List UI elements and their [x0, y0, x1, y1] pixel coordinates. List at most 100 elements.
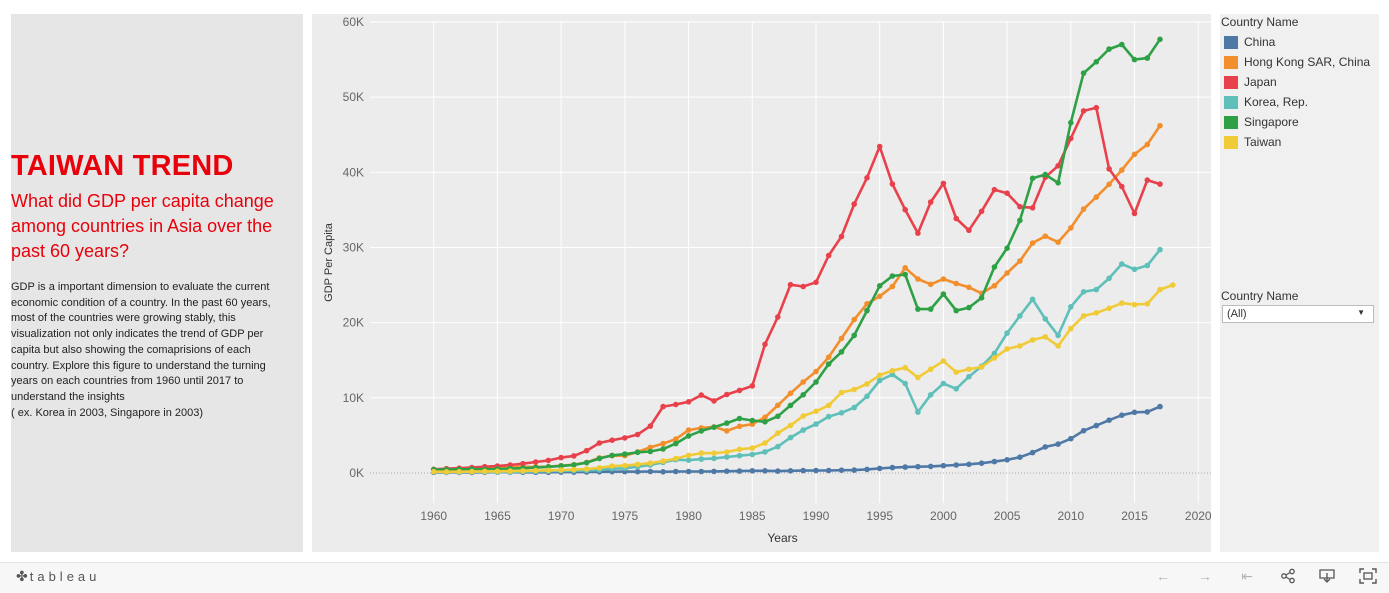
data-point-hong-kong-sar-china [876, 293, 883, 300]
revert-icon[interactable]: ⇤ [1241, 568, 1253, 584]
description-line: capita but also showing the comaprisions… [11, 343, 251, 356]
y-tick-label: 60K [343, 15, 364, 29]
data-point-japan [520, 460, 526, 467]
data-point-taiwan [775, 430, 781, 436]
legend-item-china[interactable]: China [1224, 33, 1275, 51]
download-icon[interactable] [1317, 568, 1337, 586]
data-point-hong-kong-sar-china [966, 284, 972, 291]
data-point-china [698, 468, 705, 475]
page-subtitle: What did GDP per capita change among cou… [11, 191, 274, 261]
data-point-japan [647, 423, 654, 429]
data-point-singapore [876, 283, 883, 289]
filter-panel [1220, 285, 1379, 542]
share-icon[interactable] [1278, 568, 1298, 586]
data-point-korea-rep [876, 377, 883, 384]
data-point-singapore [953, 307, 959, 314]
fullscreen-icon[interactable] [1358, 568, 1378, 586]
data-point-japan [953, 215, 959, 222]
data-point-taiwan [443, 469, 450, 475]
data-point-taiwan [762, 440, 768, 446]
data-point-hong-kong-sar-china [1029, 240, 1036, 246]
data-point-taiwan [736, 446, 743, 453]
series-line-korea-rep [433, 248, 1162, 474]
legend-swatch [1224, 135, 1238, 149]
legend-title: Country Name [1221, 15, 1299, 29]
data-point-singapore [698, 428, 705, 434]
gdp-line-chart[interactable]: 0K 10K 20K 30K 40K 50K 60K 1960 1965 1970 1975 1980… [312, 14, 1211, 552]
data-point-japan [698, 392, 705, 398]
data-point-hong-kong-sar-china [825, 354, 832, 361]
data-point-hong-kong-sar-china [1119, 167, 1125, 173]
data-point-taiwan [469, 468, 475, 475]
data-point-taiwan [1080, 313, 1087, 319]
data-point-taiwan [851, 386, 857, 393]
legend-label: Korea, Rep. [1244, 95, 1309, 109]
data-point-singapore [1093, 59, 1100, 65]
data-point-japan [558, 454, 564, 461]
x-tick-label: 1980 [675, 509, 702, 523]
country-filter-dropdown[interactable]: (All) ▼ [1222, 305, 1374, 323]
caret-down-icon: ▼ [1357, 308, 1365, 317]
data-point-china [978, 460, 985, 467]
data-point-korea-rep [864, 393, 870, 400]
data-point-china [966, 461, 972, 468]
data-point-singapore [1119, 41, 1125, 48]
description-line: GDP is a important dimension to evaluate… [11, 281, 270, 293]
data-point-korea-rep [736, 452, 743, 459]
data-point-japan [711, 398, 717, 404]
data-point-singapore [762, 419, 768, 425]
legend-item-singapore[interactable]: Singapore [1224, 113, 1299, 131]
data-point-taiwan [622, 462, 628, 469]
data-point-hong-kong-sar-china [775, 402, 781, 409]
data-point-singapore [851, 332, 857, 339]
legend-swatch [1224, 75, 1238, 89]
data-point-taiwan [724, 449, 730, 455]
redo-icon[interactable]: → [1198, 568, 1212, 584]
y-tick-label: 30K [343, 240, 364, 254]
description-line: understand the insights [11, 390, 125, 403]
legend-item-korea[interactable]: Korea, Rep. [1224, 93, 1308, 111]
description-line: country. Explore this figure to understa… [11, 359, 266, 372]
data-point-singapore [558, 463, 564, 469]
legend-item-japan[interactable]: Japan [1224, 73, 1277, 91]
data-point-singapore [1157, 36, 1163, 43]
data-point-singapore [991, 264, 998, 270]
data-point-hong-kong-sar-china [838, 335, 845, 342]
data-point-japan [685, 399, 692, 405]
data-point-hong-kong-sar-china [685, 427, 692, 433]
legend-item-taiwan[interactable]: Taiwan [1224, 133, 1281, 151]
data-point-taiwan [889, 367, 896, 374]
data-point-hong-kong-sar-china [953, 280, 959, 287]
legend-label: Taiwan [1244, 135, 1282, 149]
data-point-japan [775, 314, 781, 320]
legend-swatch [1224, 95, 1238, 109]
data-point-china [1017, 454, 1023, 461]
data-point-japan [673, 401, 679, 408]
tableau-wordmark: tableau [29, 569, 101, 584]
data-point-hong-kong-sar-china [724, 428, 730, 434]
data-point-taiwan [711, 450, 717, 457]
x-tick-label: 2020 [1185, 509, 1211, 523]
data-point-taiwan [1055, 343, 1061, 349]
data-point-korea-rep [915, 409, 921, 415]
data-point-japan [889, 181, 896, 187]
chart-panel: 0K 10K 20K 30K 40K 50K 60K 1960 1965 1970 1975 1980… [312, 14, 1211, 552]
data-point-singapore [1068, 119, 1074, 126]
data-point-korea-rep [1004, 330, 1010, 336]
footer-toolbar [0, 562, 1389, 593]
data-point-hong-kong-sar-china [915, 276, 921, 282]
undo-icon[interactable]: ← [1156, 568, 1170, 584]
data-point-china [1029, 449, 1036, 456]
legend-item-hong-kong[interactable]: Hong Kong SAR, China [1224, 53, 1370, 71]
data-point-taiwan [1157, 286, 1163, 293]
data-point-hong-kong-sar-china [1055, 239, 1061, 245]
data-point-singapore [825, 361, 832, 367]
data-point-hong-kong-sar-china [991, 283, 998, 289]
data-point-singapore [1144, 55, 1151, 61]
tableau-logo[interactable]: ✤ tableau [16, 568, 100, 585]
data-point-japan [1093, 104, 1100, 111]
data-point-singapore [864, 307, 870, 314]
data-point-hong-kong-sar-china [1144, 141, 1151, 148]
data-point-singapore [1131, 56, 1138, 63]
data-point-japan [876, 143, 883, 150]
